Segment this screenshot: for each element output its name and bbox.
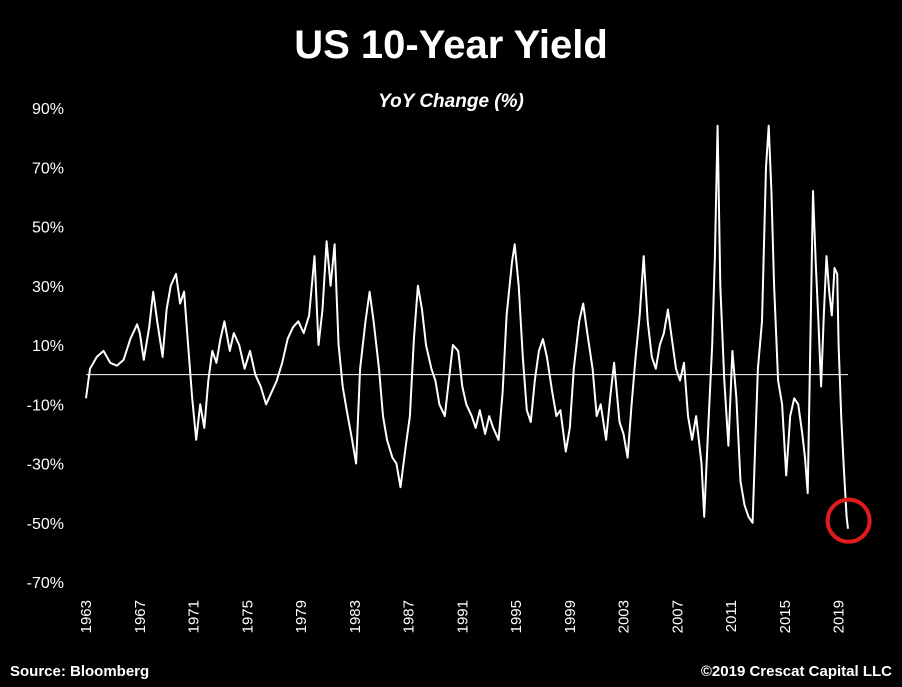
x-tick-label: 1991	[454, 600, 471, 633]
x-tick-label: 1967	[132, 600, 149, 633]
x-tick-label: 2007	[669, 600, 686, 633]
chart-subtitle: YoY Change (%)	[378, 91, 524, 112]
y-tick-label: 50%	[32, 220, 64, 237]
y-tick-label: -70%	[27, 575, 64, 592]
source-label: Source: Bloomberg	[10, 663, 149, 680]
highlight-circle-annotation	[825, 497, 872, 544]
x-tick-label: 1983	[347, 600, 364, 633]
x-tick-label: 1971	[186, 600, 203, 633]
x-tick-label: 1963	[78, 600, 95, 633]
x-axis-ticks: 1963 1967 1971 1975 1979 1983 1987 1991 1995 1999…	[78, 600, 848, 633]
series-line	[85, 124, 849, 529]
x-tick-label: 2019	[831, 600, 848, 633]
y-tick-label: -50%	[27, 516, 64, 533]
x-tick-label: 2015	[777, 600, 794, 633]
x-tick-label: 1987	[401, 600, 418, 633]
x-tick-label: 1995	[508, 600, 525, 633]
x-tick-label: 2003	[616, 600, 633, 633]
x-tick-label: 1999	[562, 600, 579, 633]
copyright-label: ©2019 Crescat Capital LLC	[701, 663, 892, 680]
y-tick-label: -10%	[27, 397, 64, 414]
x-tick-label: 1975	[239, 600, 256, 633]
y-tick-label: 90%	[32, 101, 64, 118]
y-tick-label: 30%	[32, 279, 64, 296]
y-axis-ticks: 90% 70% 50% 30% 10% -10% -30% -50% -70%	[27, 101, 64, 592]
y-tick-label: 70%	[32, 160, 64, 177]
chart-title: US 10-Year Yield	[294, 23, 608, 67]
y-tick-label: 10%	[32, 338, 64, 355]
y-tick-label: -30%	[27, 457, 64, 474]
x-tick-label: 2011	[723, 600, 740, 632]
x-tick-label: 1979	[293, 600, 310, 633]
